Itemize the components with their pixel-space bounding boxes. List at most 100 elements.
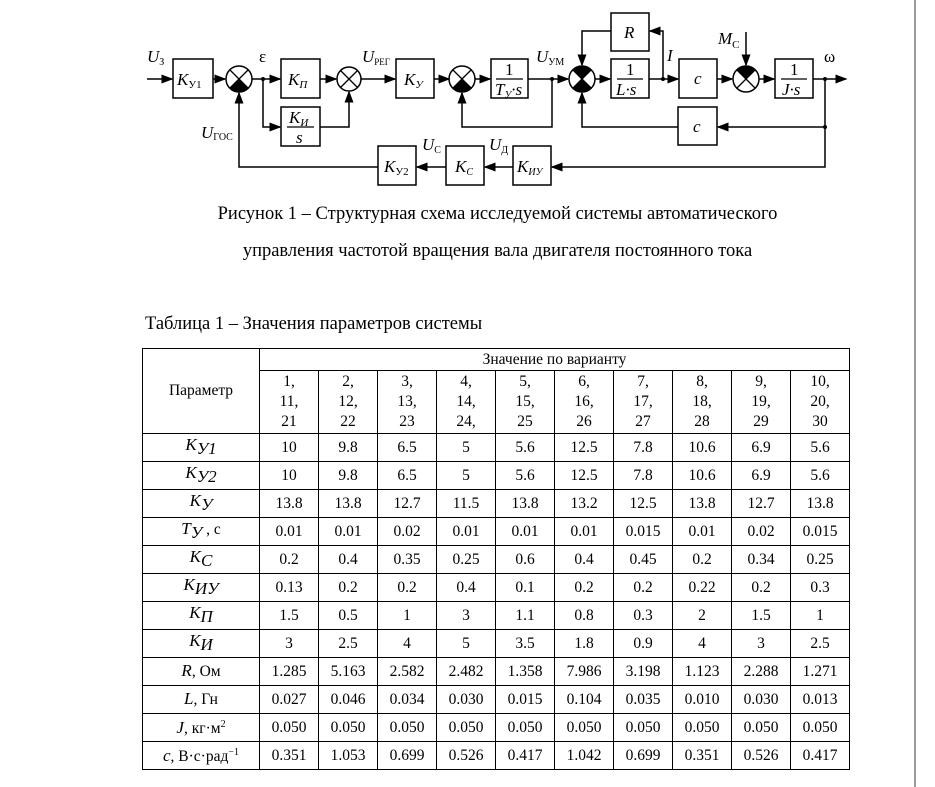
param-sub: У1 (196, 439, 217, 459)
value-cell: 0.6 (495, 545, 555, 574)
value-cell: 6.5 (377, 461, 437, 490)
value-cell: 13.8 (318, 489, 378, 518)
param-sub: У2 (196, 467, 217, 487)
value-cell: 7.8 (613, 433, 673, 462)
table-row: KУ 13.8 13.8 12.7 11.5 13.8 13.2 12.5 13.8 12.7 13… (142, 489, 850, 518)
value-cell: 0.25 (436, 545, 496, 574)
variant-number: 12, (338, 393, 358, 410)
variant-header-7: 7, 17, 27 (613, 370, 673, 434)
param-cell: KУ (142, 489, 260, 518)
param-sym: K (189, 547, 201, 567)
variant-number: 3, (401, 373, 413, 390)
value-cell: 9.8 (318, 461, 378, 490)
param-sub: У (190, 523, 203, 543)
summator-4 (568, 65, 596, 93)
param-header: Параметр (142, 348, 260, 434)
param-cell: KИ (142, 629, 260, 658)
param-sup: 2 (220, 719, 226, 731)
variant-number: 28 (694, 413, 710, 430)
value-cell: 0.050 (436, 713, 496, 742)
block-ls-denominator: L·s (615, 80, 637, 99)
value-cell: 0.050 (259, 713, 319, 742)
value-cell: 0.010 (672, 685, 732, 714)
variant-header-row: 1, 11, 21 2, 12, 22 3, 13, 23 4, 14, 24, 5, 15, 25 6, 16… (143, 370, 850, 434)
value-cell: 1 (377, 601, 437, 630)
value-cell: 10.6 (672, 433, 732, 462)
value-cell: 2.5 (790, 629, 850, 658)
value-cell: 0.050 (377, 713, 437, 742)
value-cell: 12.5 (613, 489, 673, 518)
param-unit: , с (202, 521, 221, 539)
signal-lines (147, 26, 848, 172)
variant-number: 15, (515, 393, 535, 410)
variant-header-1: 1, 11, 21 (259, 370, 319, 434)
value-cell: 5.6 (495, 433, 555, 462)
param-cell: TУ , с (142, 517, 260, 546)
signal-u-z: UЗ (147, 47, 164, 68)
value-cell: 13.8 (495, 489, 555, 518)
table-row: L, Гн 0.027 0.046 0.034 0.030 0.015 0.104 0.035… (142, 685, 850, 714)
param-cell: c, В·с·рад−1 (142, 741, 260, 770)
param-unit: , кг·м (183, 720, 221, 738)
value-cell: 1.358 (495, 657, 555, 686)
figure-caption-line-1: Рисунок 1 – Структурная схема исследуемо… (217, 204, 778, 224)
table-row: c, В·с·рад−1 0.351 1.053 0.699 0.526 0.417 1.0… (142, 741, 850, 770)
variant-number: 24, (456, 413, 476, 430)
variant-number: 26 (576, 413, 592, 430)
value-cell: 1.053 (318, 741, 378, 770)
table-row: KУ2 10 9.8 6.5 5 5.6 12.5 7.8 10.6 6.9 5.6 (142, 461, 850, 490)
value-cell: 0.030 (436, 685, 496, 714)
variant-number: 27 (635, 413, 651, 430)
param-sub: ИУ (194, 579, 219, 599)
value-cell: 0.050 (554, 713, 614, 742)
value-cell: 13.8 (672, 489, 732, 518)
value-cell: 0.050 (672, 713, 732, 742)
value-cell: 0.22 (672, 573, 732, 602)
value-cell: 1.5 (731, 601, 791, 630)
summator-3 (448, 65, 476, 93)
block-ki-denominator: s (296, 128, 303, 147)
value-cell: 0.699 (613, 741, 673, 770)
block-ky: KУ (403, 70, 424, 91)
variant-number: 17, (633, 393, 653, 410)
signal-u-c: UС (422, 135, 441, 156)
value-cell: 0.030 (731, 685, 791, 714)
value-cell: 0.526 (436, 741, 496, 770)
variant-number: 7, (637, 373, 649, 390)
signal-u-d: UД (489, 135, 508, 156)
fraction-bars (287, 78, 807, 128)
value-cell: 0.2 (318, 573, 378, 602)
value-cell: 12.7 (377, 489, 437, 518)
value-cell: 6.5 (377, 433, 437, 462)
value-cell: 0.699 (377, 741, 437, 770)
variant-number: 5, (519, 373, 531, 390)
variant-number: 30 (812, 413, 828, 430)
param-cell: R, Ом (142, 657, 260, 686)
variant-number: 14, (456, 393, 476, 410)
variant-number: 4, (460, 373, 472, 390)
value-cell: 1.042 (554, 741, 614, 770)
signal-current: I (666, 46, 674, 65)
value-cell: 0.015 (790, 517, 850, 546)
param-sym: K (183, 575, 195, 595)
table-title: Таблица 1 – Значения параметров системы (145, 314, 483, 334)
value-cell: 2.482 (436, 657, 496, 686)
param-sub: С (201, 551, 213, 571)
value-cell: 10 (259, 461, 319, 490)
value-cell: 0.050 (495, 713, 555, 742)
param-sym: R (181, 661, 192, 680)
variant-number: 22 (340, 413, 356, 430)
param-sym: T (181, 519, 191, 539)
block-js-denominator: J·s (782, 80, 801, 99)
summator-2 (336, 66, 362, 92)
variant-number: 13, (397, 393, 417, 410)
value-cell: 0.027 (259, 685, 319, 714)
signal-m-c: MС (717, 29, 740, 51)
value-cell: 0.3 (790, 573, 850, 602)
value-cell: 0.050 (318, 713, 378, 742)
value-cell: 0.01 (259, 517, 319, 546)
variant-number: 8, (696, 373, 708, 390)
variant-number: 16, (574, 393, 594, 410)
block-c-2: c (693, 117, 701, 136)
value-cell: 0.2 (613, 573, 673, 602)
